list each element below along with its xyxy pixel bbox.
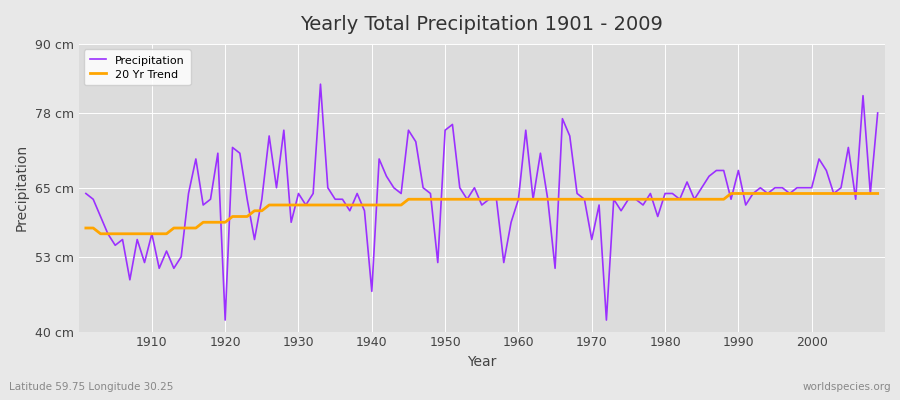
Line: 20 Yr Trend: 20 Yr Trend bbox=[86, 194, 878, 234]
Line: Precipitation: Precipitation bbox=[86, 84, 878, 320]
Precipitation bbox=[308, 191, 319, 196]
20 Yr Trend bbox=[725, 191, 736, 196]
Precipitation bbox=[140, 260, 150, 265]
20 Yr Trend bbox=[80, 226, 91, 230]
20 Yr Trend bbox=[352, 202, 363, 207]
20 Yr Trend bbox=[608, 197, 619, 202]
Y-axis label: Precipitation: Precipitation bbox=[15, 144, 29, 231]
Text: Latitude 59.75 Longitude 30.25: Latitude 59.75 Longitude 30.25 bbox=[9, 382, 174, 392]
Precipitation bbox=[359, 208, 370, 213]
Title: Yearly Total Precipitation 1901 - 2009: Yearly Total Precipitation 1901 - 2009 bbox=[301, 15, 663, 34]
20 Yr Trend bbox=[308, 202, 319, 207]
20 Yr Trend bbox=[95, 231, 106, 236]
Precipitation bbox=[315, 82, 326, 86]
Precipitation bbox=[220, 318, 230, 322]
Precipitation bbox=[616, 208, 626, 213]
Precipitation bbox=[527, 197, 538, 202]
20 Yr Trend bbox=[520, 197, 531, 202]
Text: worldspecies.org: worldspecies.org bbox=[803, 382, 891, 392]
20 Yr Trend bbox=[147, 231, 158, 236]
Precipitation bbox=[872, 110, 883, 115]
X-axis label: Year: Year bbox=[467, 355, 497, 369]
Precipitation bbox=[80, 191, 91, 196]
20 Yr Trend bbox=[513, 197, 524, 202]
20 Yr Trend bbox=[872, 191, 883, 196]
Precipitation bbox=[520, 128, 531, 132]
Legend: Precipitation, 20 Yr Trend: Precipitation, 20 Yr Trend bbox=[84, 50, 191, 86]
